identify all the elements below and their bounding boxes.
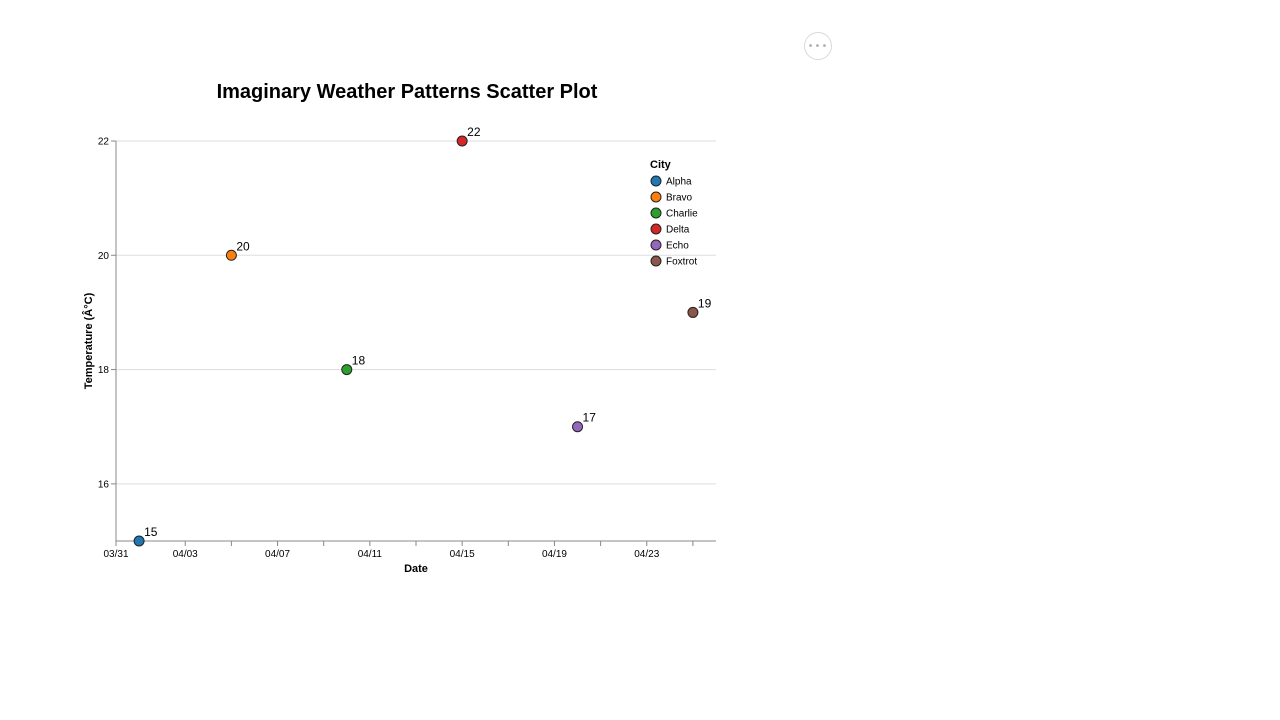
legend-marker-charlie xyxy=(650,207,662,219)
legend-marker-foxtrot xyxy=(650,255,662,267)
grid xyxy=(116,140,716,485)
data-label-bravo: 20 xyxy=(236,239,250,253)
chart-title: Imaginary Weather Patterns Scatter Plot xyxy=(217,81,598,103)
x-axis-title: Date xyxy=(404,563,428,575)
more-options-button[interactable]: ••• xyxy=(804,32,832,60)
legend-label-charlie: Charlie xyxy=(666,209,698,220)
legend-title: City xyxy=(650,159,672,171)
x-tick-label: 04/11 xyxy=(358,549,383,560)
legend-marker-bravo xyxy=(650,191,662,203)
data-label-delta: 22 xyxy=(467,125,481,139)
y-tick-label: 18 xyxy=(98,365,110,376)
data-point-foxtrot xyxy=(687,306,699,318)
data-label-echo: 17 xyxy=(583,411,597,425)
x-tick-label: 04/15 xyxy=(450,549,475,560)
more-horizontal-icon: ••• xyxy=(807,40,829,52)
data-point-charlie xyxy=(341,364,353,376)
legend: City Alpha Bravo Charlie Delta Echo Foxtrot xyxy=(650,159,698,268)
x-tick-label: 04/03 xyxy=(173,549,198,560)
data-point-alpha xyxy=(133,535,145,547)
legend-label-delta: Delta xyxy=(666,225,690,236)
data-label-foxtrot: 19 xyxy=(698,296,712,310)
x-tick-label: 04/07 xyxy=(265,549,290,560)
axes: 16 18 20 22 03/31 04/03 04/07 04/11 04/15 04/19 04… xyxy=(98,137,716,560)
legend-marker-echo xyxy=(650,239,662,251)
y-axis-title: Temperature (Â°C) xyxy=(82,292,95,389)
data-point-echo xyxy=(572,421,584,433)
data-label-alpha: 15 xyxy=(144,525,158,539)
x-tick-label: 04/23 xyxy=(634,549,659,560)
data-point-delta xyxy=(456,135,468,147)
legend-label-foxtrot: Foxtrot xyxy=(666,257,697,268)
legend-marker-alpha xyxy=(650,175,662,187)
data-point-bravo xyxy=(225,249,237,261)
legend-marker-delta xyxy=(650,223,662,235)
y-tick-label: 16 xyxy=(98,479,110,490)
data-label-charlie: 18 xyxy=(352,354,366,368)
legend-label-alpha: Alpha xyxy=(666,177,692,188)
y-tick-label: 20 xyxy=(98,251,110,262)
data-points: 15 20 18 22 17 19 xyxy=(133,125,712,547)
x-tick-label: 04/19 xyxy=(542,549,567,560)
x-tick-label: 03/31 xyxy=(103,549,128,560)
legend-label-echo: Echo xyxy=(666,241,689,252)
legend-label-bravo: Bravo xyxy=(666,193,693,204)
y-tick-label: 22 xyxy=(98,137,110,148)
